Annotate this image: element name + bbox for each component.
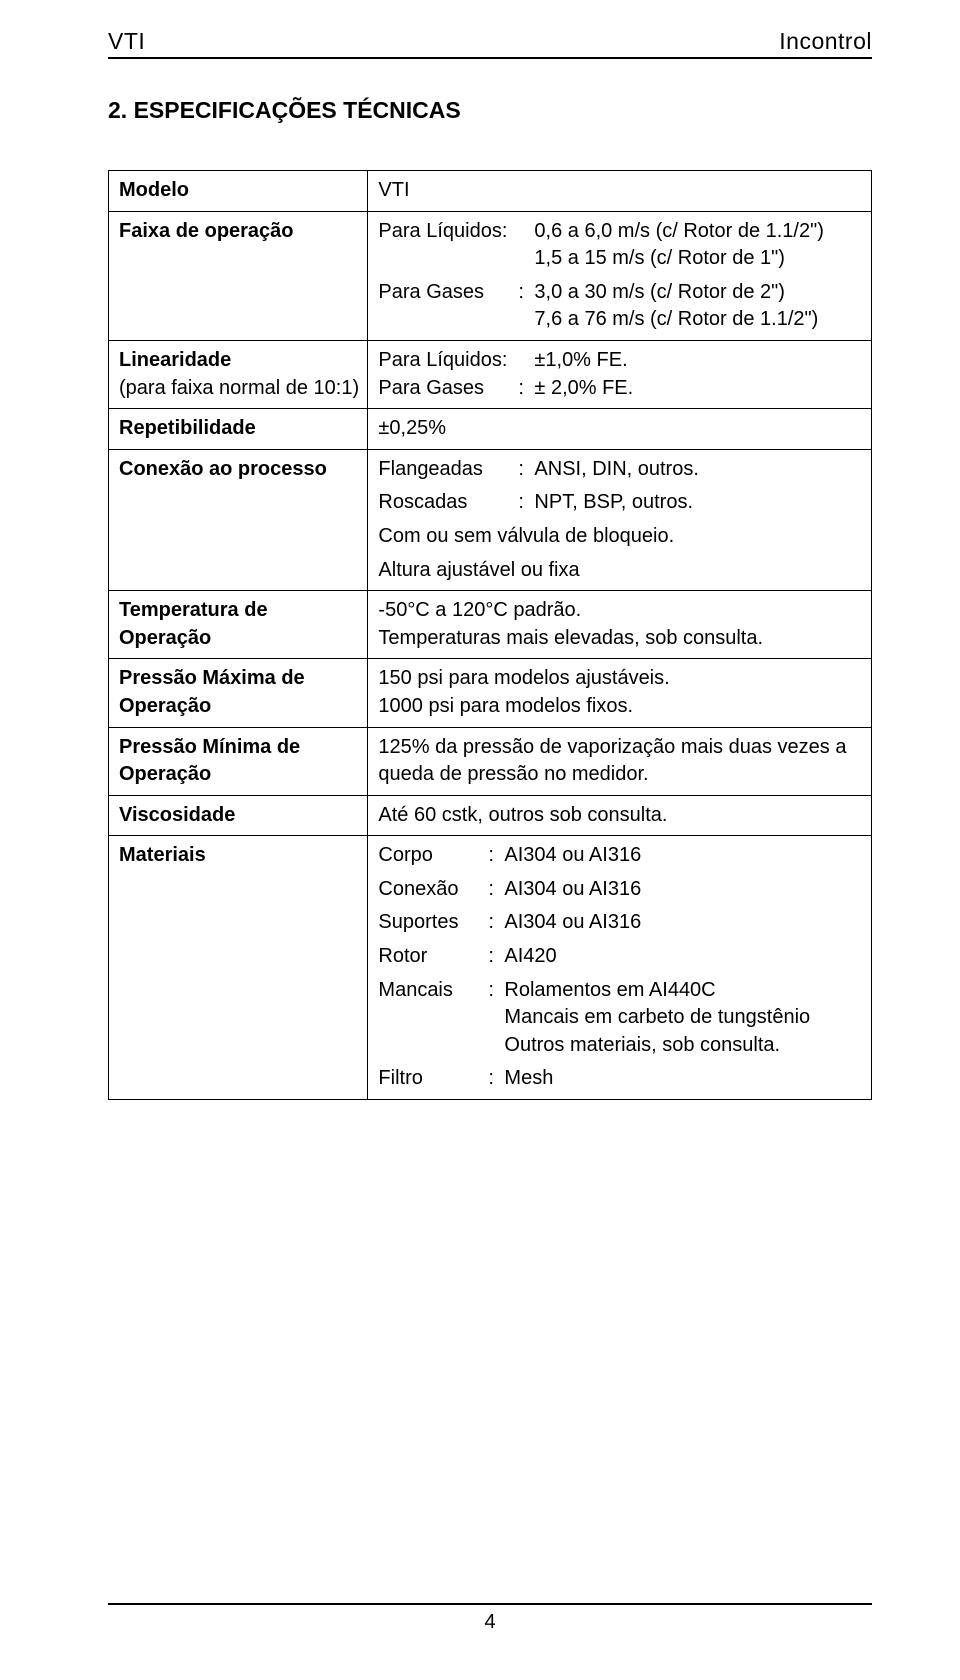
faixa-liq-key: Para Líquidos: xyxy=(378,218,518,246)
lin-gas-key: Para Gases xyxy=(378,375,518,403)
label-temp: Temperatura de Operação xyxy=(109,591,368,659)
conex-line3: Com ou sem válvula de bloqueio. xyxy=(378,523,863,551)
label-viscosidade: Viscosidade xyxy=(109,795,368,836)
label-conexao: Conexão ao processo xyxy=(109,449,368,590)
spec-table: Modelo VTI Faixa de operação Para Líquid… xyxy=(108,170,872,1100)
page-number: 4 xyxy=(108,1611,872,1634)
label-pressao-max: Pressão Máxima de Operação xyxy=(109,659,368,727)
conex-line4: Altura ajustável ou fixa xyxy=(378,557,863,585)
label-linearidade: Linearidade (para faixa normal de 10:1) xyxy=(109,340,368,408)
faixa-liq-v2: 1,5 a 15 m/s (c/ Rotor de 1") xyxy=(534,245,863,273)
label-faixa: Faixa de operação xyxy=(109,211,368,340)
lin-liq-key: Para Líquidos: xyxy=(378,347,518,375)
label-modelo: Modelo xyxy=(109,171,368,212)
label-repetibilidade: Repetibilidade xyxy=(109,409,368,450)
lin-gas-v: ± 2,0% FE. xyxy=(534,375,863,403)
page-header: VTI Incontrol xyxy=(108,28,872,59)
value-faixa: Para Líquidos: 0,6 a 6,0 m/s (c/ Rotor d… xyxy=(368,211,872,340)
faixa-gas-v1: 3,0 a 30 m/s (c/ Rotor de 2") xyxy=(534,279,863,307)
value-repetibilidade: ±0,25% xyxy=(368,409,872,450)
lin-liq-v: ±1,0% FE. xyxy=(534,347,863,375)
value-viscosidade: Até 60 cstk, outros sob consulta. xyxy=(368,795,872,836)
table-row: Repetibilidade ±0,25% xyxy=(109,409,872,450)
value-conexao: Flangeadas : ANSI, DIN, outros. Roscadas… xyxy=(368,449,872,590)
label-materiais: Materiais xyxy=(109,836,368,1100)
page: VTI Incontrol 2. ESPECIFICAÇÕES TÉCNICAS… xyxy=(0,0,960,1680)
value-materiais: Corpo : AI304 ou AI316 Conexão : AI304 o… xyxy=(368,836,872,1100)
table-row: Conexão ao processo Flangeadas : ANSI, D… xyxy=(109,449,872,590)
faixa-gas-key: Para Gases xyxy=(378,279,518,307)
value-temp: -50°C a 120°C padrão. Temperaturas mais … xyxy=(368,591,872,659)
table-row: Modelo VTI xyxy=(109,171,872,212)
header-right: Incontrol xyxy=(779,28,872,55)
table-row: Materiais Corpo : AI304 ou AI316 Conexão… xyxy=(109,836,872,1100)
table-row: Linearidade (para faixa normal de 10:1) … xyxy=(109,340,872,408)
table-row: Pressão Máxima de Operação 150 psi para … xyxy=(109,659,872,727)
conex-flang-v: ANSI, DIN, outros. xyxy=(534,456,863,484)
conex-flang-key: Flangeadas xyxy=(378,456,518,484)
footer-rule xyxy=(108,1603,872,1605)
conex-rosc-key: Roscadas xyxy=(378,489,518,517)
label-pressao-min: Pressão Mínima de Operação xyxy=(109,727,368,795)
table-row: Pressão Mínima de Operação 125% da press… xyxy=(109,727,872,795)
value-pressao-max: 150 psi para modelos ajustáveis. 1000 ps… xyxy=(368,659,872,727)
page-footer: 4 xyxy=(108,1603,872,1634)
table-row: Viscosidade Até 60 cstk, outros sob cons… xyxy=(109,795,872,836)
table-row: Temperatura de Operação -50°C a 120°C pa… xyxy=(109,591,872,659)
value-linearidade: Para Líquidos: ±1,0% FE. Para Gases : ± … xyxy=(368,340,872,408)
header-left: VTI xyxy=(108,28,145,55)
faixa-liq-v1: 0,6 a 6,0 m/s (c/ Rotor de 1.1/2") xyxy=(534,218,863,246)
table-row: Faixa de operação Para Líquidos: 0,6 a 6… xyxy=(109,211,872,340)
value-modelo: VTI xyxy=(368,171,872,212)
section-title: 2. ESPECIFICAÇÕES TÉCNICAS xyxy=(108,97,872,124)
conex-rosc-v: NPT, BSP, outros. xyxy=(534,489,863,517)
faixa-gas-v2: 7,6 a 76 m/s (c/ Rotor de 1.1/2") xyxy=(534,306,863,334)
value-pressao-min: 125% da pressão de vaporização mais duas… xyxy=(368,727,872,795)
